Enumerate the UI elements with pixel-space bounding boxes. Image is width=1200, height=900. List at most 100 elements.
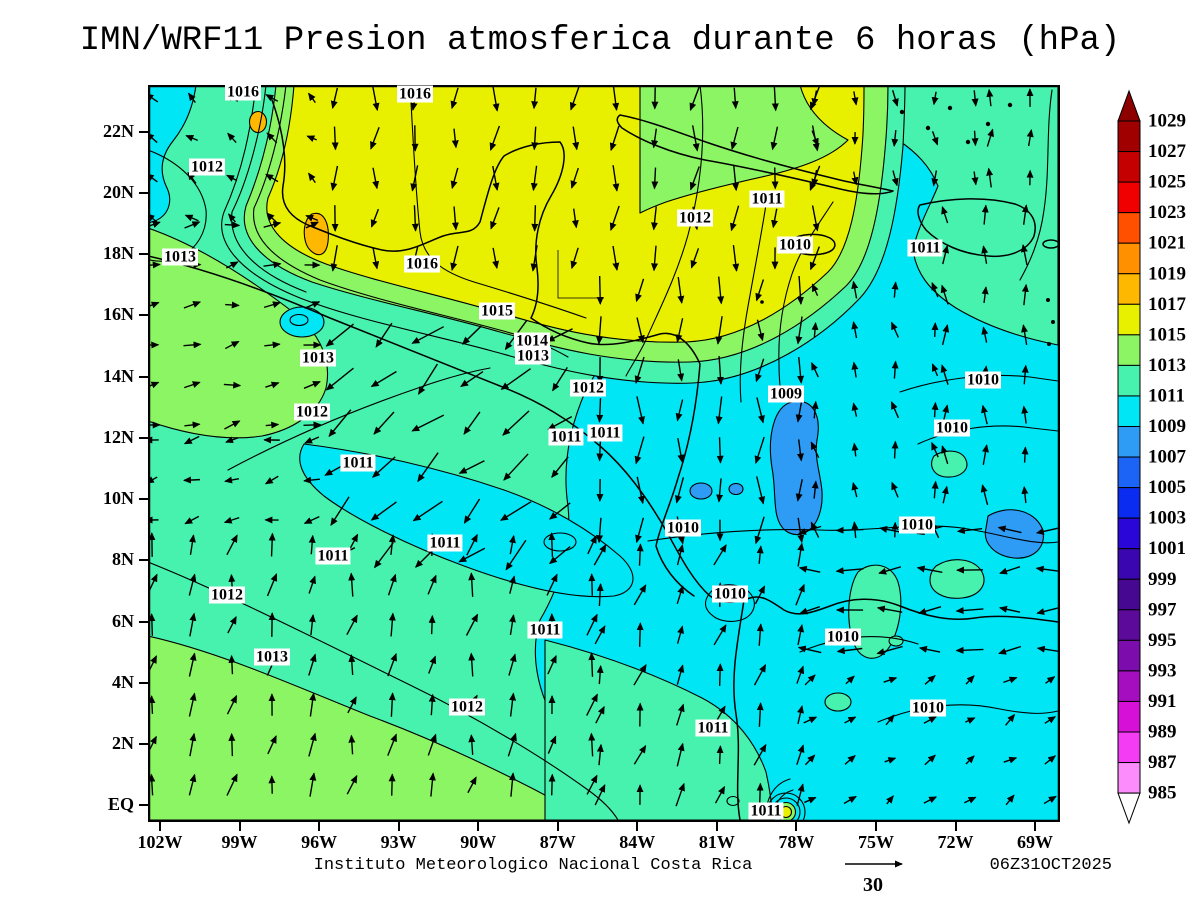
contour-label: 1012 — [449, 698, 485, 716]
contour-label: 1012 — [570, 379, 606, 397]
wind-vector — [548, 532, 556, 557]
lat-tick — [139, 375, 148, 378]
wind-vector — [918, 645, 941, 653]
wind-vector — [885, 714, 895, 726]
wind-vector — [732, 165, 739, 192]
wind-vector — [851, 321, 859, 339]
lat-tick-label: 20N — [103, 181, 134, 202]
lon-tick-label: 81W — [698, 832, 735, 852]
lon-tick-label: 72W — [937, 832, 974, 852]
wind-vector — [224, 420, 241, 430]
wind-vector — [851, 442, 859, 457]
wind-vector — [942, 245, 949, 265]
wind-vector — [965, 675, 975, 685]
wind-vector — [546, 573, 558, 596]
wind-vector — [509, 692, 517, 717]
wind-vector — [348, 734, 356, 755]
wind-vector — [586, 613, 598, 636]
wind-vector — [330, 87, 339, 110]
wind-vector — [530, 165, 538, 192]
wind-vector — [330, 165, 339, 192]
lat-tick-label: 18N — [103, 243, 134, 264]
wind-vector — [713, 544, 727, 566]
wind-vector — [223, 381, 242, 389]
wind-vector — [325, 367, 354, 391]
contour-label: 1011 — [527, 621, 563, 639]
wind-vector — [931, 363, 939, 377]
wind-vector — [811, 169, 819, 187]
wind-vector — [716, 437, 724, 464]
wind-vector — [450, 87, 459, 110]
wind-vector — [891, 170, 899, 187]
wind-vector — [612, 165, 620, 192]
wind-vector — [503, 453, 529, 481]
wind-vector — [876, 645, 903, 656]
colorbar-segment — [1117, 456, 1141, 489]
wind-vector — [225, 261, 239, 269]
wind-vector — [596, 582, 604, 607]
colorbar-label: 1021 — [1148, 233, 1186, 254]
pressure-map-canvas — [148, 85, 1060, 822]
wind-vector — [940, 284, 949, 305]
wind-vector — [879, 525, 901, 533]
wind-vector — [884, 757, 897, 764]
wind-vector — [370, 208, 380, 228]
wind-vector — [756, 319, 765, 342]
wind-vector — [305, 214, 319, 222]
wind-vector — [941, 485, 949, 504]
wind-vector — [189, 612, 197, 637]
wind-vector — [263, 221, 282, 228]
wind-vector — [1021, 446, 1029, 463]
colorbar-label: 1005 — [1148, 477, 1186, 498]
wind-vector — [971, 130, 979, 147]
wind-vector — [651, 167, 659, 190]
wind-vector — [263, 261, 282, 269]
wind-vector — [370, 501, 397, 521]
wind-vector — [226, 773, 238, 796]
wind-vector — [633, 584, 647, 606]
wind-vector — [387, 733, 397, 756]
colorbar-label: 1019 — [1148, 263, 1186, 284]
contour-label: 1016 — [404, 255, 440, 273]
wind-vector — [587, 535, 597, 555]
wind-vector — [467, 776, 477, 794]
colorbar-segment — [1117, 303, 1141, 336]
colorbar-label: 985 — [1148, 783, 1177, 804]
wind-vector — [804, 754, 816, 766]
wind-vector — [593, 544, 607, 566]
wind-vector — [844, 754, 856, 765]
wind-vector — [505, 539, 527, 571]
wind-vector — [1044, 716, 1057, 724]
wind-vector — [224, 221, 241, 229]
wind-vector — [264, 341, 281, 349]
wind-vector — [651, 245, 659, 272]
colorbar-label: 1017 — [1148, 294, 1187, 315]
wind-vector — [981, 404, 988, 425]
wind-vector — [634, 356, 645, 384]
wind-vector — [756, 397, 765, 424]
colorbar-segment — [1117, 334, 1141, 366]
wind-vector — [1045, 676, 1056, 684]
wind-vector — [509, 575, 516, 594]
wind-vector — [851, 361, 859, 378]
wind-vector — [224, 476, 240, 484]
wind-vector — [836, 647, 863, 655]
wind-vector — [715, 316, 723, 345]
wind-vector — [571, 208, 579, 229]
wind-vector — [998, 645, 1022, 655]
wind-vector — [266, 573, 278, 597]
wind-vector — [675, 399, 684, 422]
lon-tick — [874, 822, 877, 831]
colorbar-segment — [1117, 120, 1141, 153]
colorbar-segment — [1117, 700, 1141, 733]
wind-vector — [676, 585, 685, 605]
contour-label: 1012 — [209, 586, 245, 604]
wind-vector — [348, 654, 356, 676]
wind-vector — [810, 441, 820, 459]
colorbar-segment — [1117, 762, 1141, 794]
wind-vector — [890, 401, 900, 419]
wind-vector — [811, 90, 819, 107]
wind-vector — [586, 693, 598, 716]
lon-tick-label: 93W — [380, 832, 417, 852]
colorbar-label: 1027 — [1148, 141, 1187, 162]
